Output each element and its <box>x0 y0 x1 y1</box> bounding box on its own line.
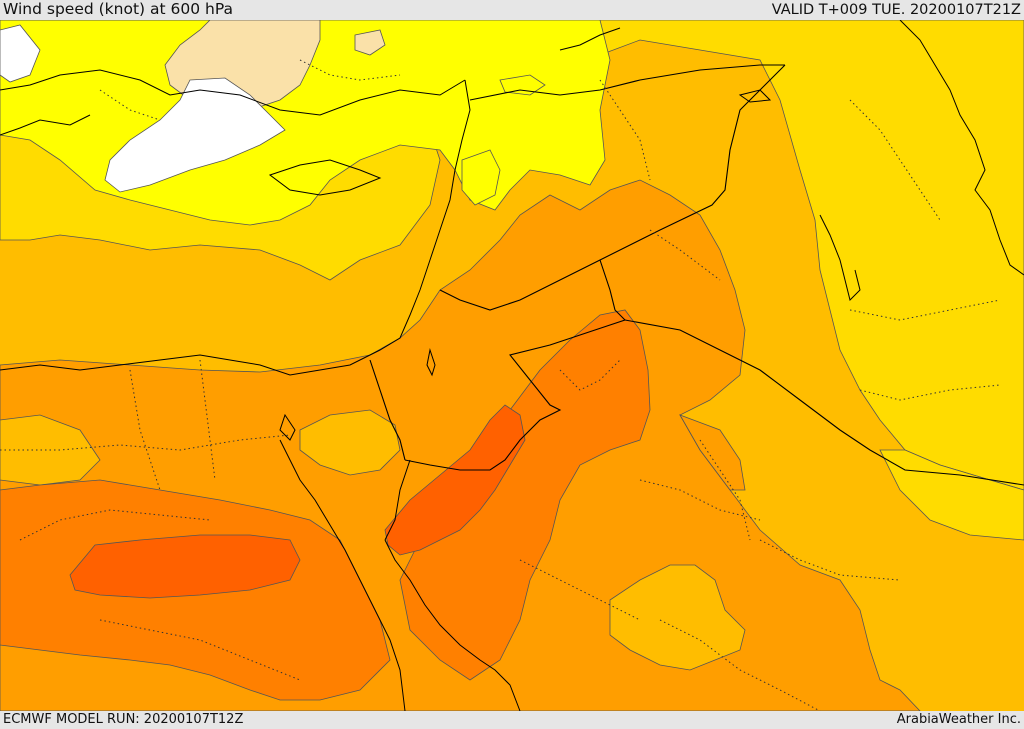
low-wind-area <box>104 77 286 193</box>
band-7-core-sahara <box>69 534 301 599</box>
band-2-levant-patch <box>461 149 501 206</box>
valid-time: VALID T+009 TUE. 20200107T21Z <box>771 2 1021 18</box>
credit: ArabiaWeather Inc. <box>896 712 1021 727</box>
band-4-pocket-sinai <box>299 409 401 476</box>
header-bar: Wind speed (knot) at 600 hPa VALID T+009… <box>0 0 1024 20</box>
map-title: Wind speed (knot) at 600 hPa <box>3 0 234 18</box>
coastlines <box>0 20 1024 711</box>
band-3-east-tongue <box>879 449 1024 541</box>
borders <box>369 64 1024 486</box>
wind-speed-map[interactable] <box>0 20 1024 711</box>
band-4-pocket-south <box>609 564 746 671</box>
low-wind-patch-nw <box>0 24 41 83</box>
band-7-core-redsea <box>384 404 526 556</box>
lake-van <box>499 74 546 96</box>
map-canvas <box>0 20 1024 711</box>
province-lines <box>0 59 1001 711</box>
footer-bar: ECMWF MODEL RUN: 20200107T12Z ArabiaWeat… <box>0 711 1024 729</box>
band-5-east <box>679 414 746 491</box>
band-1-patch <box>354 29 386 56</box>
model-run: ECMWF MODEL RUN: 20200107T12Z <box>3 712 244 727</box>
